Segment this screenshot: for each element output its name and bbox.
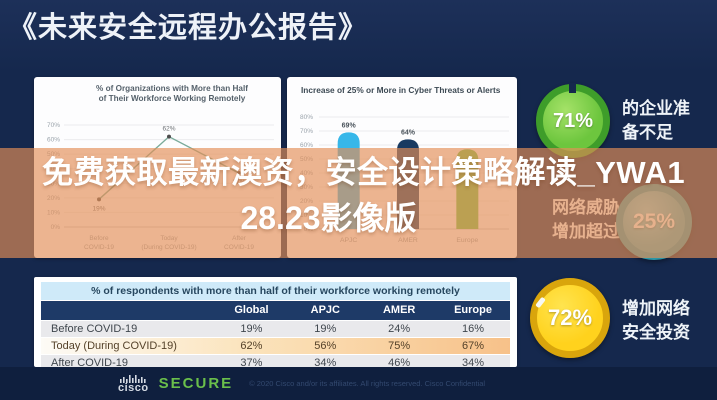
table-header-cell	[41, 301, 215, 320]
table-row-label: Before COVID-19	[51, 323, 138, 335]
svg-text:69%: 69%	[342, 122, 357, 129]
table-cell: 34%	[462, 357, 485, 369]
cisco-bars-icon	[120, 375, 146, 383]
table-body: Before COVID-19 19% 19% 24% 16% Today (During…	[41, 320, 510, 371]
table-cell: 19%	[240, 323, 263, 335]
table-header-cell: Global	[234, 304, 269, 316]
stat-label-line: 的企业准	[622, 99, 690, 118]
gauge-unprepared-71: 71%	[536, 83, 610, 158]
svg-text:80%: 80%	[300, 114, 313, 121]
svg-text:% of Organizations with More t: % of Organizations with More than Half	[96, 84, 248, 93]
svg-text:62%: 62%	[162, 126, 175, 133]
stat-label-line: 增加网络	[622, 299, 690, 318]
svg-text:64%: 64%	[401, 129, 416, 136]
stat-label-unprepared: 的企业准 备不足	[622, 97, 690, 145]
gauge-value: 72%	[547, 305, 593, 330]
table-header-cell: AMER	[382, 304, 416, 316]
table-cell: 46%	[388, 357, 411, 369]
copyright-text: © 2020 Cisco and/or its affiliates. All …	[249, 379, 486, 388]
cisco-wordmark: cisco	[118, 382, 149, 394]
summary-table-panel: % of respondents with more than half of …	[34, 277, 517, 371]
table-cell: 75%	[388, 340, 411, 352]
table-cell: 62%	[240, 340, 263, 352]
cisco-logo: cisco	[118, 375, 149, 394]
table-cell: 56%	[314, 340, 337, 352]
table-cell: 19%	[314, 323, 337, 335]
gauge-gap-icon	[535, 296, 546, 309]
table-header-row: Global APJC AMER Europe	[41, 301, 510, 320]
table-cell: 16%	[462, 323, 485, 335]
svg-text:60%: 60%	[300, 142, 313, 149]
page-title: 《未来安全远程办公报告》	[8, 12, 369, 44]
table-cell: 37%	[240, 357, 263, 369]
table-row-label: After COVID-19	[51, 357, 129, 369]
watermark-line1: 免费获取最新澳资，安全设计策略解读_YWA1	[42, 155, 686, 190]
svg-text:70%: 70%	[300, 128, 313, 135]
table-cell: 24%	[388, 323, 411, 335]
table-title: % of respondents with more than half of …	[41, 282, 510, 300]
stat-label-investment: 增加网络 安全投资	[622, 297, 690, 345]
gauge-gap-icon	[569, 83, 576, 93]
table-cell: 34%	[314, 357, 337, 369]
table-row: Today (During COVID-19) 62% 56% 75% 67%	[41, 337, 510, 354]
table-cell: 67%	[462, 340, 485, 352]
stat-label-line: 安全投资	[622, 322, 690, 342]
table-row: After COVID-19 37% 34% 46% 34%	[41, 354, 510, 371]
stat-label-line: 备不足	[622, 122, 673, 142]
table-header-cell: Europe	[454, 304, 492, 316]
table-header-cell: APJC	[310, 304, 340, 316]
svg-text:of Their Workforce Working Rem: of Their Workforce Working Remotely	[99, 94, 246, 103]
footer: cisco SECURE © 2020 Cisco and/or its aff…	[0, 367, 717, 400]
svg-text:70%: 70%	[47, 122, 60, 129]
secure-wordmark: SECURE	[158, 375, 234, 392]
table-row-label: Today (During COVID-19)	[51, 340, 177, 352]
watermark-overlay: 免费获取最新澳资，安全设计策略解读_YWA1 28.23影像版	[0, 148, 717, 258]
gauge-value: 71%	[552, 109, 594, 132]
watermark-line2: 28.23影像版	[240, 200, 417, 236]
svg-text:Increase of 25% or More in Cyb: Increase of 25% or More in Cyber Threats…	[301, 85, 501, 95]
gauge-investment-72: 72%	[530, 278, 610, 358]
table-row: Before COVID-19 19% 19% 24% 16%	[41, 320, 510, 337]
svg-text:60%: 60%	[47, 137, 60, 144]
